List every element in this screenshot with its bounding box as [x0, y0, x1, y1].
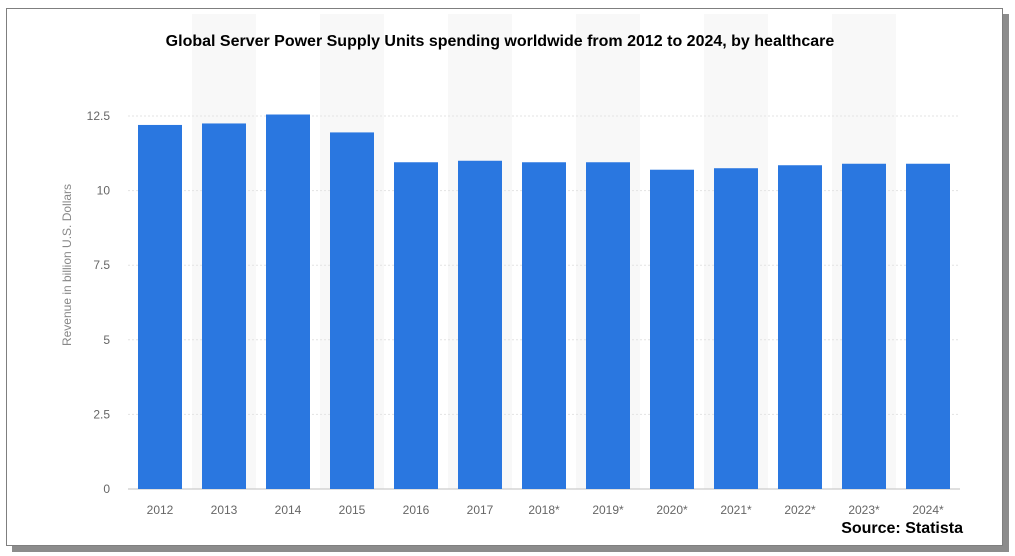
x-tick-label: 2023*	[848, 503, 880, 517]
y-tick-label: 12.5	[87, 109, 111, 123]
bar-2024-projected	[906, 163, 950, 489]
x-tick-label: 2024*	[912, 503, 944, 517]
chart-title: Global Server Power Supply Units spendin…	[166, 33, 835, 50]
y-tick-label: 0	[103, 482, 110, 496]
y-axis-label: Revenue in billion U.S. Dollars	[60, 184, 74, 346]
bar-2013	[202, 123, 246, 490]
bar-2016	[394, 162, 438, 489]
y-tick-labels: 0 2.5 5 7.5 10 12.5	[87, 109, 111, 496]
x-tick-label: 2020*	[656, 503, 688, 517]
y-tick-label: 2.5	[93, 407, 110, 421]
source-label: Source: Statista	[841, 520, 963, 537]
y-tick-label: 7.5	[93, 258, 110, 272]
bar-2019-projected	[586, 162, 630, 489]
x-tick-label: 2018*	[528, 503, 560, 517]
x-tick-labels: 2012 2013 2014 2015 2016 2017 2018* 2019* 2020* 2…	[147, 503, 944, 517]
bar-2015	[330, 132, 374, 490]
bar-2023-projected	[842, 163, 886, 489]
bar-2012	[138, 124, 182, 490]
x-tick-label: 2014	[275, 503, 302, 517]
bars	[138, 114, 950, 490]
bar-2020-projected	[650, 169, 694, 489]
x-tick-label: 2013	[211, 503, 238, 517]
x-tick-label: 2022*	[784, 503, 816, 517]
x-tick-label: 2021*	[720, 503, 752, 517]
x-tick-label: 2017	[467, 503, 494, 517]
bar-2017	[458, 160, 502, 489]
bar-2022-projected	[778, 165, 822, 489]
y-tick-label: 5	[103, 333, 110, 347]
x-tick-label: 2016	[403, 503, 430, 517]
bar-2014	[266, 114, 310, 490]
bar-2018-projected	[522, 162, 566, 489]
bar-2021-projected	[714, 168, 758, 489]
x-tick-label: 2019*	[592, 503, 624, 517]
x-tick-label: 2015	[339, 503, 366, 517]
x-tick-label: 2012	[147, 503, 174, 517]
y-tick-label: 10	[97, 184, 111, 198]
